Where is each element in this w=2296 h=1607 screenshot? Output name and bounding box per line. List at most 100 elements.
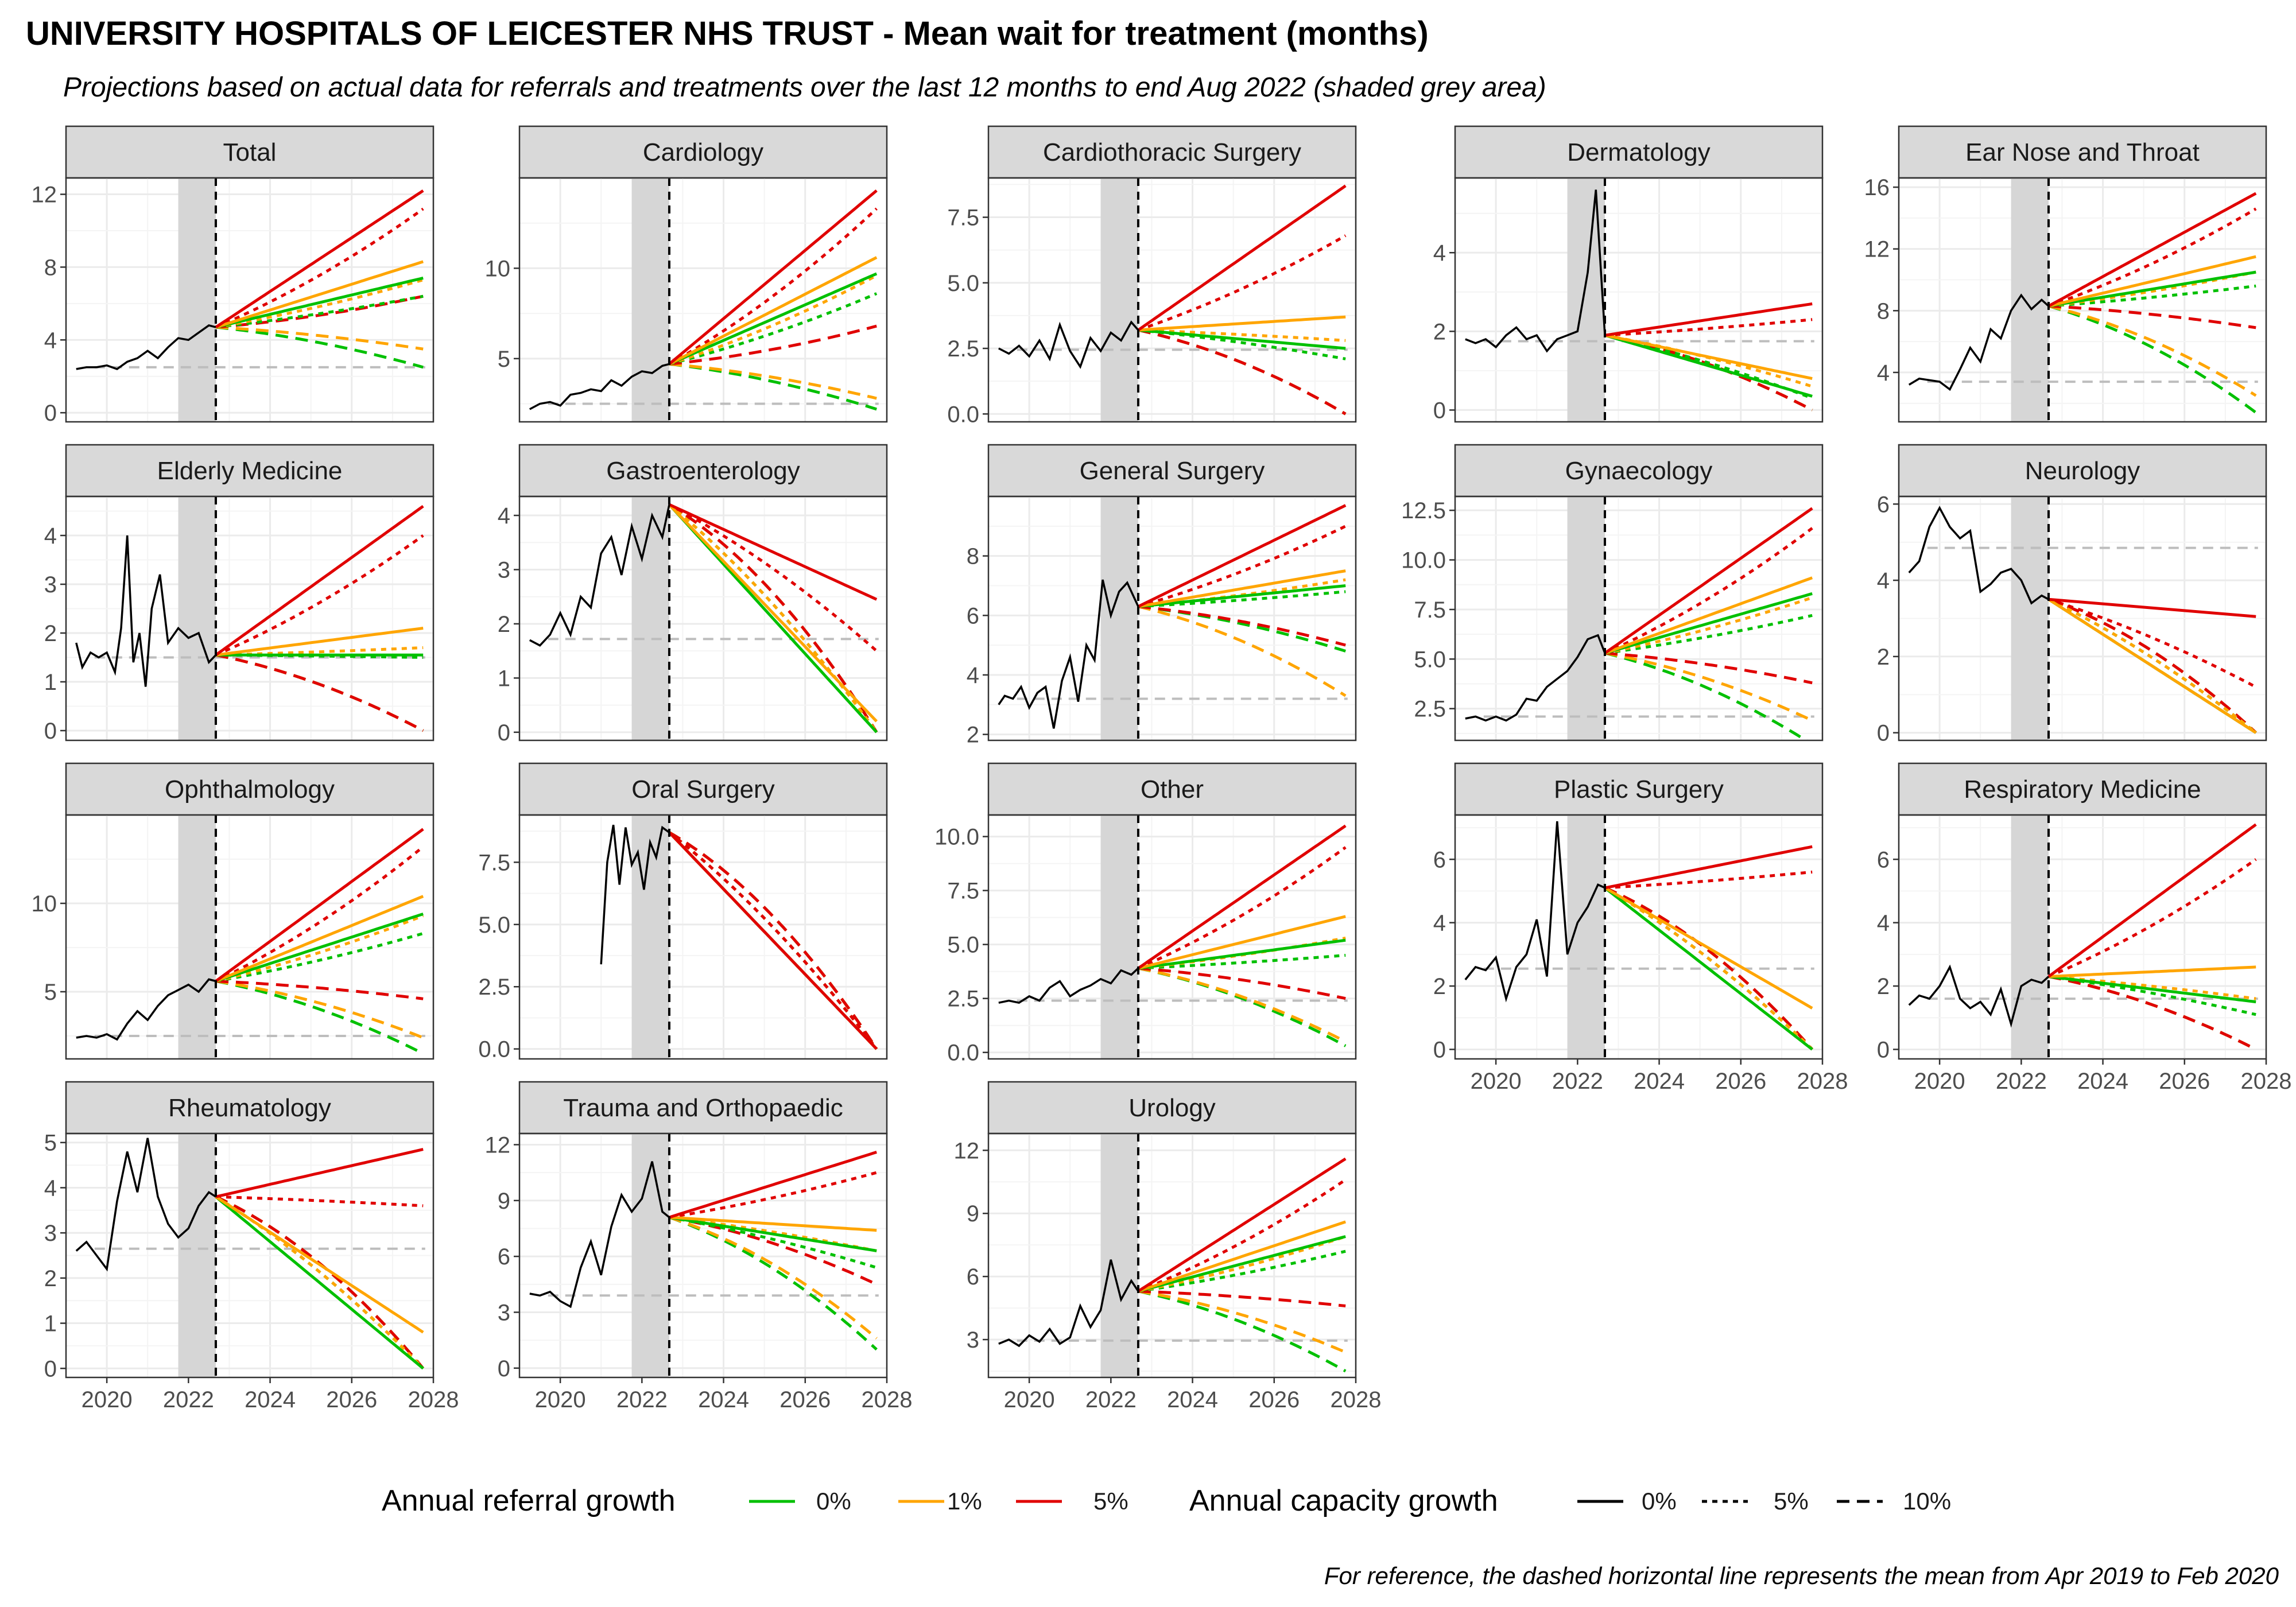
panel-strip bbox=[987, 444, 1357, 498]
actual-series bbox=[529, 1161, 670, 1309]
panel-plot-area bbox=[519, 815, 887, 1059]
panel-border bbox=[987, 814, 1357, 1060]
projection-r5-cap0 bbox=[668, 503, 878, 601]
x-tick-label: 2022 bbox=[1552, 1069, 1603, 1094]
y-tick-label: 5.0 bbox=[478, 913, 510, 938]
y-tick-label: 2.5 bbox=[478, 975, 510, 1000]
projection-r0-cap0 bbox=[215, 1195, 424, 1370]
panel-title: Gynaecology bbox=[1565, 457, 1713, 485]
projection-r5-cap0 bbox=[1137, 824, 1347, 970]
y-tick-label: 0 bbox=[1433, 1037, 1446, 1062]
projection-r0-cap5 bbox=[1138, 1249, 1346, 1293]
y-tick-label: 8 bbox=[967, 544, 979, 569]
x-tick-label: 2028 bbox=[1797, 1069, 1848, 1094]
panel-ophthalmology: Ophthalmology 5 10 bbox=[32, 762, 435, 1060]
projection-r5-cap5 bbox=[215, 1195, 424, 1208]
y-tick-label: 2 bbox=[44, 621, 57, 646]
projection-r0-cap5 bbox=[1138, 590, 1346, 608]
projection-r0-cap10 bbox=[1138, 605, 1346, 653]
panel-title: Elderly Medicine bbox=[157, 457, 343, 485]
x-tick-label: 2022 bbox=[163, 1387, 214, 1412]
legend: Annual referral growth 0% 1% 5% Annual c… bbox=[382, 1484, 1951, 1517]
projection-r1-cap0 bbox=[215, 895, 424, 983]
panel-plot-area bbox=[519, 178, 887, 422]
panel-cardiothoracic-surgery: Cardiothoracic Surgery 0.0 2.5 5.0 7.5 bbox=[947, 125, 1357, 427]
y-tick-label: 3 bbox=[44, 572, 57, 597]
x-tick-label: 2028 bbox=[1331, 1387, 1382, 1412]
x-tick-label: 2020 bbox=[82, 1387, 133, 1412]
x-tick-label: 2020 bbox=[535, 1387, 586, 1412]
actual-series bbox=[529, 504, 670, 647]
projection-r1-cap0 bbox=[1138, 1220, 1346, 1293]
projection-r1-cap0 bbox=[2047, 598, 2257, 734]
actual-series bbox=[1465, 189, 1606, 353]
y-tick-label: 8 bbox=[1877, 298, 1890, 324]
y-tick-label: 4 bbox=[498, 503, 510, 529]
projection-r1-cap0 bbox=[2048, 255, 2256, 308]
projection-r0-cap0 bbox=[669, 1216, 877, 1252]
y-tick-label: 2.5 bbox=[947, 987, 979, 1012]
projection-r5-cap5 bbox=[215, 534, 424, 657]
y-tick-label: 6 bbox=[967, 603, 979, 628]
actual-series bbox=[1908, 964, 2050, 1028]
projection-r1-cap0 bbox=[669, 1216, 877, 1232]
panel-border bbox=[65, 177, 435, 423]
panel-title: Ophthalmology bbox=[165, 775, 335, 804]
y-tick-label: 12.5 bbox=[1401, 498, 1446, 523]
shaded-period bbox=[1100, 496, 1138, 740]
panel-title: Neurology bbox=[2025, 457, 2140, 485]
projection-r5-cap0 bbox=[1137, 184, 1347, 332]
actual-series bbox=[998, 320, 1139, 369]
projection-r5-cap0 bbox=[215, 189, 424, 329]
projection-r0-cap10 bbox=[1138, 966, 1347, 1047]
x-tick-label: 2020 bbox=[1471, 1069, 1522, 1094]
projection-r5-cap0 bbox=[215, 1148, 424, 1198]
projection-r5-cap10 bbox=[1604, 886, 1814, 1051]
projection-r1-cap5 bbox=[215, 1195, 425, 1370]
panel-border bbox=[65, 495, 435, 742]
y-tick-label: 1 bbox=[498, 666, 510, 691]
y-tick-label: 7.5 bbox=[947, 879, 979, 904]
projection-r5-cap5 bbox=[2048, 858, 2257, 978]
shaded-period bbox=[631, 178, 669, 422]
projection-r5-cap0 bbox=[1137, 504, 1347, 608]
y-tick-label: 2 bbox=[1877, 974, 1890, 999]
projection-r5-cap0 bbox=[669, 1151, 877, 1219]
panel-border bbox=[1454, 177, 1824, 423]
panel-plastic-surgery: Plastic Surgery 0 2 4 6 2020 2022 2024 2026 2028 bbox=[1433, 762, 1848, 1094]
x-tick-label: 2022 bbox=[1996, 1069, 2047, 1094]
panel-title: General Surgery bbox=[1080, 457, 1265, 485]
y-tick-label: 0 bbox=[44, 719, 57, 744]
y-tick-label: 3 bbox=[498, 558, 510, 583]
legend-label-ref-1: 1% bbox=[947, 1488, 982, 1515]
projection-r1-cap0 bbox=[215, 627, 424, 657]
y-tick-label: 9 bbox=[498, 1189, 510, 1214]
y-tick-label: 4 bbox=[1877, 911, 1890, 936]
actual-series bbox=[998, 1259, 1139, 1348]
projection-r5-cap10 bbox=[668, 503, 878, 733]
shaded-period bbox=[178, 815, 216, 1059]
y-tick-label: 6 bbox=[967, 1264, 979, 1290]
projection-r5-cap0 bbox=[668, 831, 878, 1050]
y-tick-label: 2 bbox=[1433, 974, 1446, 999]
x-tick-label: 2026 bbox=[779, 1387, 831, 1412]
projection-r1-cap5 bbox=[1138, 1235, 1346, 1293]
projection-r5-cap10 bbox=[1604, 651, 1813, 685]
y-tick-label: 5.0 bbox=[947, 271, 979, 296]
x-tick-label: 2022 bbox=[1085, 1387, 1137, 1412]
projection-r1-cap0 bbox=[215, 1195, 424, 1334]
projection-r1-cap10 bbox=[2048, 304, 2257, 397]
projection-r1-cap5 bbox=[1604, 596, 1813, 655]
shaded-period bbox=[178, 496, 216, 740]
panel-oral-surgery: Oral Surgery 0.0 2.5 5.0 7.5 bbox=[478, 762, 888, 1062]
y-tick-label: 5.0 bbox=[1414, 647, 1446, 672]
projection-r1-cap0 bbox=[668, 503, 878, 723]
y-tick-label: 7.5 bbox=[1414, 597, 1446, 623]
y-tick-label: 4 bbox=[967, 663, 979, 688]
panel-border bbox=[1454, 814, 1824, 1060]
panel-title: Plastic Surgery bbox=[1554, 775, 1724, 804]
x-tick-label: 2028 bbox=[862, 1387, 913, 1412]
legend-label-cap-0: 0% bbox=[1642, 1488, 1677, 1515]
panel-neurology: Neurology 0 2 4 6 bbox=[1877, 444, 2267, 746]
